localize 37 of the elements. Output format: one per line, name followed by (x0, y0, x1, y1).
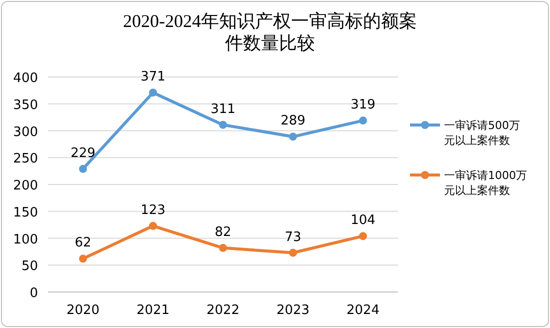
data-label: 62 (74, 236, 92, 251)
y-tick-label: 150 (13, 205, 38, 220)
legend-label: 一审诉请1000万元以上案件数 (444, 169, 527, 197)
y-tick-label: 350 (13, 98, 38, 113)
point (79, 164, 87, 173)
y-tick-label: 50 (21, 259, 38, 274)
y-tick-label: 0 (30, 286, 38, 301)
data-label: 229 (70, 146, 96, 161)
point (289, 248, 297, 257)
point (359, 116, 367, 125)
point (359, 232, 367, 240)
point (219, 120, 227, 129)
chart-title: 2020-2024年知识产权一审高标的额案件数量比较 (123, 11, 417, 53)
point (219, 244, 227, 252)
point (79, 254, 87, 263)
point (149, 88, 157, 97)
x-tick-label: 2023 (276, 303, 310, 318)
data-label: 104 (350, 213, 376, 228)
x-tick-label: 2021 (136, 303, 170, 318)
y-tick-label: 250 (13, 152, 38, 167)
data-label: 289 (280, 114, 306, 129)
point (149, 222, 157, 230)
data-label: 319 (350, 98, 376, 113)
x-tick-label: 2024 (346, 303, 380, 318)
data-label: 311 (210, 102, 236, 117)
data-label: 73 (284, 230, 302, 245)
data-label: 371 (140, 70, 166, 85)
y-tick-label: 200 (13, 178, 38, 194)
point (289, 132, 297, 141)
y-tick-label: 400 (13, 71, 38, 86)
data-label: 82 (214, 224, 232, 240)
data-label: 123 (140, 202, 166, 218)
x-tick-label: 2020 (66, 303, 100, 318)
x-tick-label: 2022 (206, 303, 240, 318)
y-tick-label: 300 (13, 124, 38, 140)
y-tick-label: 100 (13, 232, 38, 248)
legend-label: 一审诉请500万元以上案件数 (444, 119, 520, 147)
